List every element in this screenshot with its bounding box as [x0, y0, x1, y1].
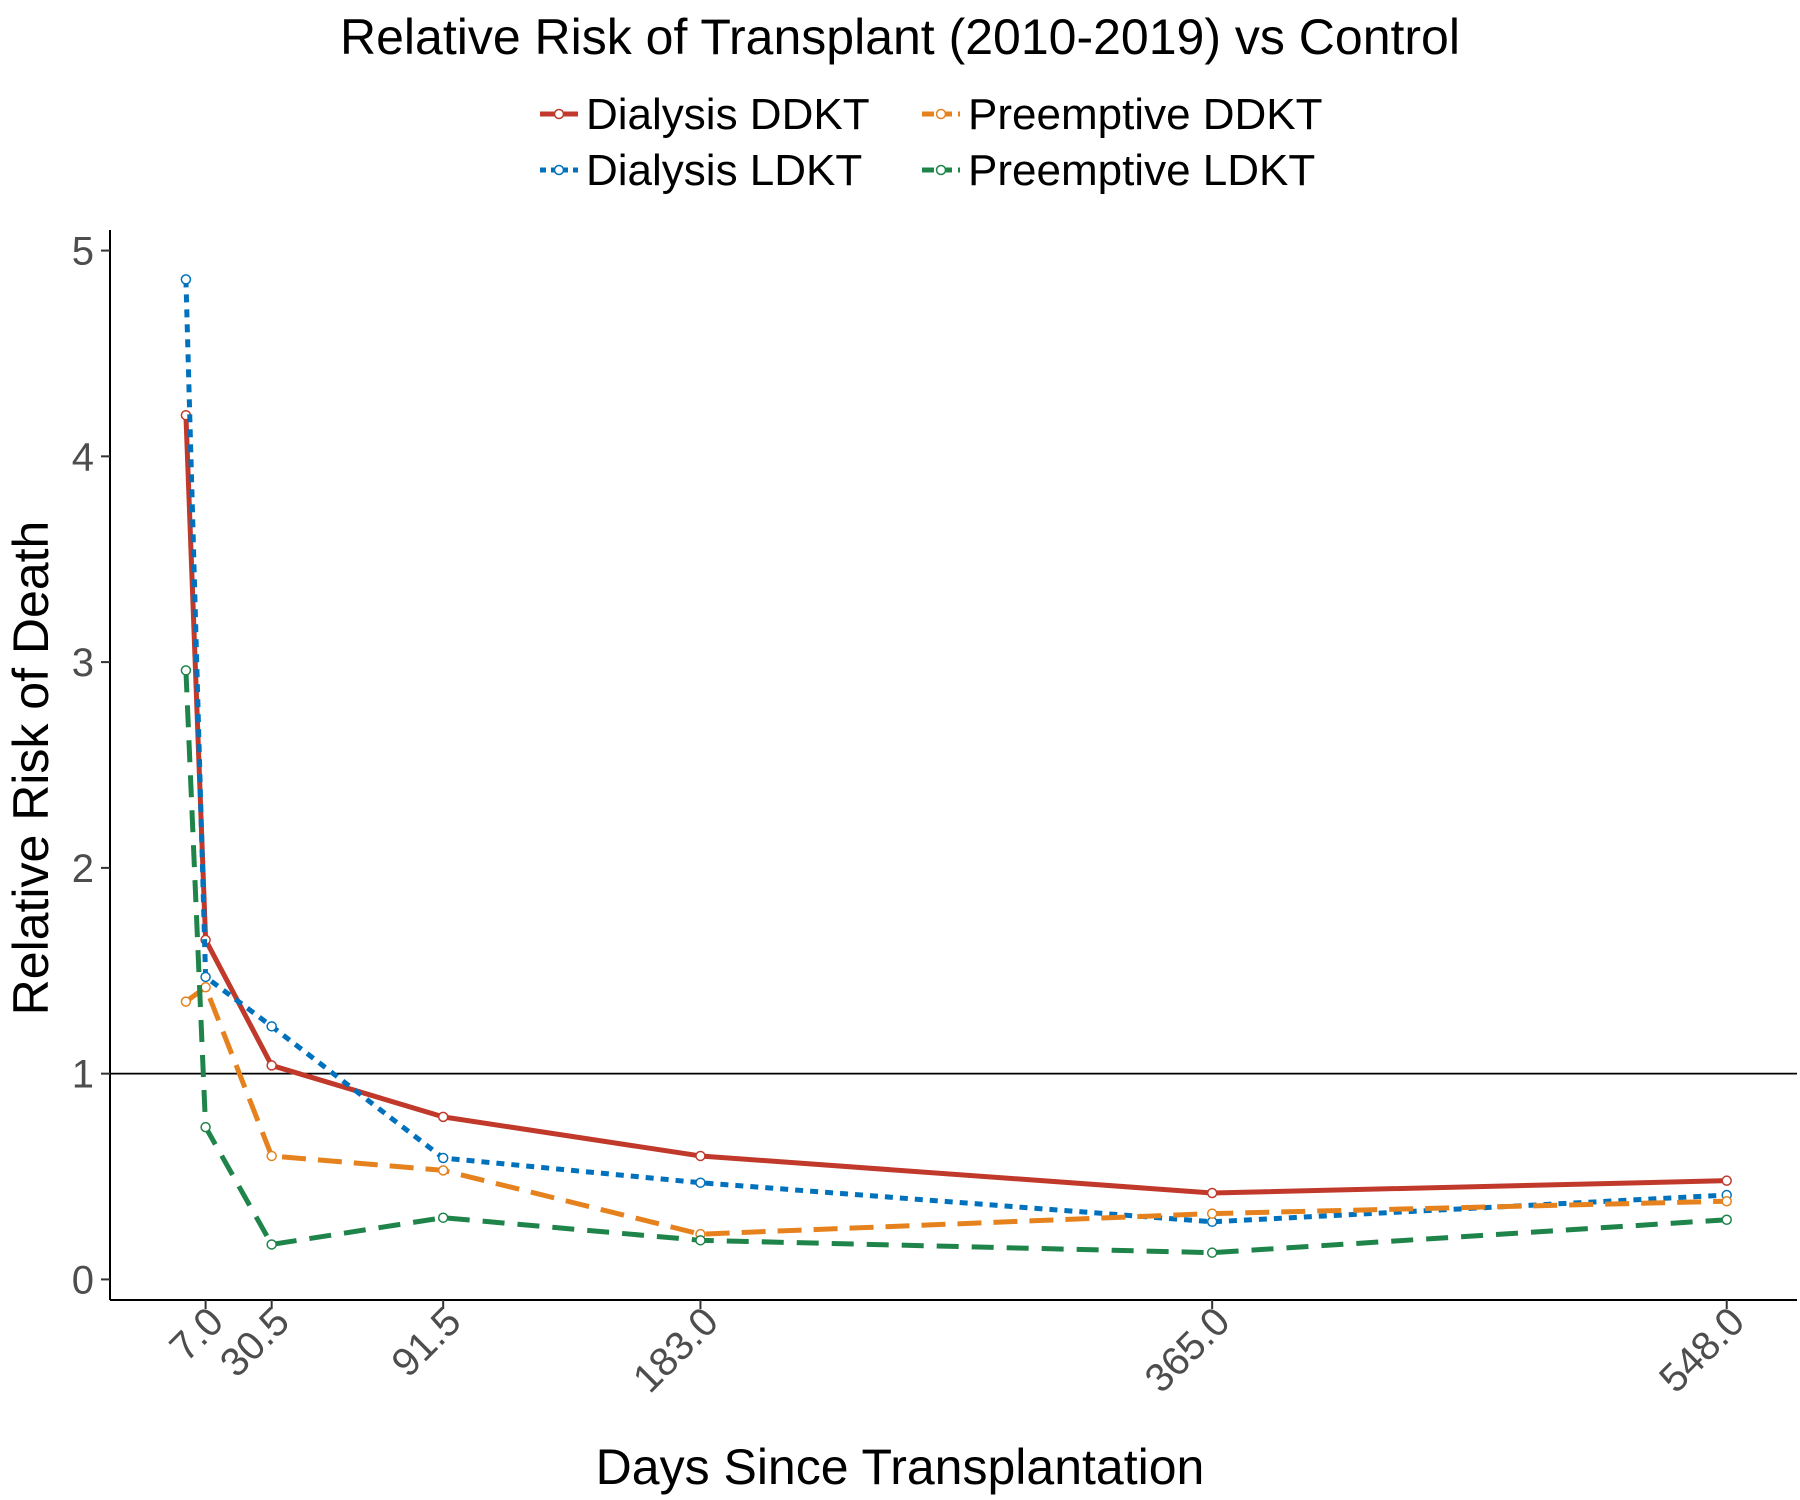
data-point: [1721, 1214, 1732, 1225]
x-axis-title: Days Since Transplantation: [596, 1439, 1205, 1495]
data-point: [1206, 1208, 1218, 1219]
series-line: [183, 279, 1727, 1225]
y-tick-label: 1: [72, 1053, 94, 1097]
data-point: [266, 1239, 277, 1250]
legend-label: Preemptive LDKT: [968, 146, 1315, 195]
data-point: [1206, 1187, 1218, 1199]
legend-marker: [935, 108, 947, 120]
legend-marker: [553, 164, 565, 176]
legend-label: Dialysis LDKT: [586, 146, 862, 195]
x-tick-label: 183.0: [625, 1299, 727, 1401]
x-axis-ticks: 7.030.5 91.5 183.0 365.0 548.0: [162, 1299, 1754, 1401]
data-point: [695, 1235, 706, 1246]
legend-marker: [935, 164, 947, 176]
series-preemptive-ddkt: [180, 981, 1732, 1240]
data-point: [180, 274, 192, 285]
y-tick-label: 0: [72, 1258, 94, 1302]
legend-label: Dialysis DDKT: [586, 90, 870, 139]
data-point: [180, 996, 192, 1007]
data-point: [266, 1060, 277, 1071]
y-tick-label: 4: [72, 435, 94, 479]
data-point: [437, 1165, 449, 1176]
data-point: [1206, 1247, 1218, 1258]
series-dialysis-ldkt: [180, 274, 1732, 1228]
series-preemptive-ldkt: [180, 665, 1732, 1258]
data-point: [1721, 1175, 1732, 1186]
y-axis-title: Relative Risk of Death: [3, 521, 59, 1016]
x-tick-label: 548.0: [1651, 1299, 1753, 1401]
legend-item-dialysis-ldkt: Dialysis LDKT: [540, 146, 862, 195]
data-point: [437, 1212, 449, 1223]
data-point: [200, 971, 211, 983]
y-tick-label: 2: [72, 847, 94, 891]
x-tick-label: 30.5: [212, 1299, 298, 1385]
data-point: [200, 981, 211, 993]
y-tick-label: 5: [72, 230, 94, 274]
series-line: [183, 415, 1727, 1196]
legend-item-dialysis-ddkt: Dialysis DDKT: [540, 90, 870, 139]
series-dialysis-ddkt: [180, 409, 1732, 1199]
data-point: [180, 665, 192, 676]
data-point: [200, 1121, 211, 1133]
x-tick-label: 91.5: [383, 1299, 469, 1385]
series-layer: [180, 274, 1732, 1258]
data-point: [437, 1152, 449, 1164]
legend-label: Preemptive DDKT: [968, 90, 1323, 139]
series-line: [183, 670, 1727, 1256]
y-axis-ticks: 0 1 2 3 4 5: [72, 230, 110, 1302]
data-point: [266, 1150, 277, 1162]
legend-item-preemptive-ldkt: Preemptive LDKT: [922, 146, 1315, 195]
x-tick-label: 365.0: [1137, 1299, 1239, 1401]
y-tick-label: 3: [72, 641, 94, 685]
data-point: [266, 1021, 277, 1032]
legend-item-preemptive-ddkt: Preemptive DDKT: [922, 90, 1323, 139]
data-point: [695, 1150, 706, 1162]
data-point: [695, 1177, 706, 1188]
data-point: [437, 1111, 449, 1123]
legend: Dialysis DDKT Preemptive DDKT Dialysis LDK…: [540, 90, 1323, 195]
legend-marker: [553, 108, 565, 120]
data-point: [1721, 1195, 1732, 1207]
chart-title: Relative Risk of Transplant (2010-2019) …: [340, 9, 1460, 65]
